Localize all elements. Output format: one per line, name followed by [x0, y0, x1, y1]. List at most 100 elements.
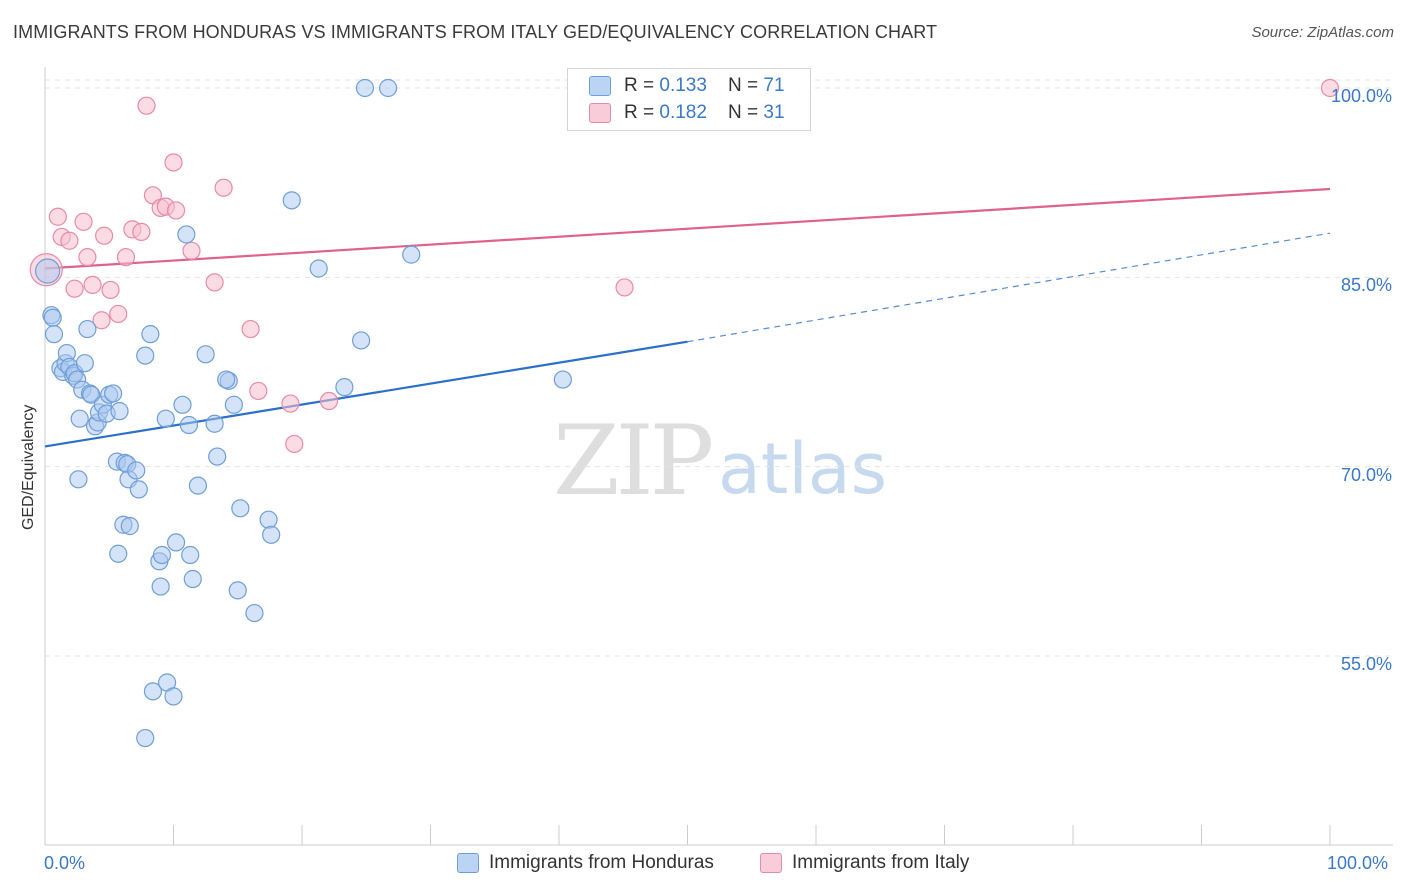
italy-point — [101, 280, 120, 300]
italy-point — [48, 207, 67, 226]
data-points — [29, 78, 1340, 748]
honduras-point — [259, 510, 278, 529]
honduras-point — [262, 525, 281, 544]
honduras-point — [196, 345, 215, 364]
axes — [44, 67, 1393, 846]
honduras-point — [104, 384, 123, 403]
legend-item-italy[interactable]: Immigrants from Italy — [760, 852, 969, 874]
honduras-trend-extrapolated — [687, 232, 1331, 343]
legend-italy-swatch — [760, 853, 782, 873]
honduras-point — [282, 191, 301, 210]
honduras-point — [151, 577, 170, 596]
italy-point — [74, 212, 93, 231]
stats-row-honduras: R = 0.133 N = 71 — [589, 73, 785, 99]
italy-point — [137, 96, 156, 115]
italy-point — [241, 319, 260, 339]
honduras-point — [120, 516, 139, 536]
italy-point — [166, 201, 186, 220]
honduras-trend-line — [44, 340, 688, 448]
legend-item-honduras[interactable]: Immigrants from Honduras — [457, 852, 714, 874]
italy-point — [281, 394, 300, 413]
honduras-point — [553, 370, 572, 389]
italy-point — [214, 178, 233, 197]
honduras-point — [152, 545, 172, 565]
honduras-point — [110, 402, 129, 421]
honduras-point — [34, 258, 61, 284]
italy-point — [92, 311, 111, 330]
honduras-point — [173, 395, 192, 414]
italy-point — [319, 391, 339, 411]
italy-point — [1320, 78, 1340, 98]
honduras-point — [231, 499, 250, 518]
legend-honduras-swatch — [457, 853, 479, 873]
italy-point — [65, 279, 84, 298]
italy-point — [182, 241, 201, 260]
y-tick-label: 55.0% — [1340, 654, 1392, 674]
honduras-n-value: 71 — [763, 75, 785, 96]
italy-point — [132, 222, 151, 241]
honduras-point — [166, 533, 186, 552]
x-tick-label-max: 100.0% — [1327, 853, 1389, 873]
italy-point — [60, 231, 79, 250]
honduras-point — [378, 78, 398, 98]
honduras-point — [70, 409, 89, 428]
honduras-point — [164, 687, 183, 706]
watermark-zip: ZIP — [553, 405, 714, 517]
y-tick-label: 70.0% — [1340, 464, 1392, 485]
italy-n-label: N = — [728, 102, 764, 123]
grid-lines — [45, 79, 1393, 657]
legend-honduras-label: Immigrants from Honduras — [489, 852, 714, 873]
honduras-point — [82, 385, 101, 404]
honduras-r-label: R = — [624, 75, 660, 96]
legend-italy-label: Immigrants from Italy — [792, 852, 970, 873]
honduras-point — [205, 414, 224, 433]
honduras-point — [136, 728, 155, 748]
honduras-point — [208, 447, 227, 466]
honduras-point — [75, 354, 94, 373]
honduras-point — [156, 409, 175, 428]
italy-point — [109, 304, 128, 324]
honduras-r-value: 0.133 — [659, 75, 707, 96]
honduras-point — [183, 569, 202, 589]
italy-point — [205, 273, 224, 292]
chart-title: IMMIGRANTS FROM HONDURAS VS IMMIGRANTS F… — [13, 22, 938, 42]
honduras-point — [127, 461, 146, 480]
honduras-swatch — [589, 76, 611, 96]
italy-r-label: R = — [624, 102, 660, 123]
honduras-point — [43, 308, 62, 327]
italy-swatch — [589, 103, 611, 123]
italy-r-value: 0.182 — [659, 102, 707, 123]
italy-n-value: 31 — [763, 102, 785, 123]
y-axis-label: GED/Equivalency — [20, 404, 37, 530]
honduras-point — [309, 259, 328, 278]
y-tick-label: 85.0% — [1340, 275, 1392, 296]
italy-point — [116, 248, 136, 267]
italy-point — [285, 434, 304, 454]
honduras-point — [141, 325, 160, 344]
watermark-atlas: atlas — [718, 428, 888, 510]
honduras-point — [181, 545, 200, 565]
italy-point — [83, 275, 102, 295]
honduras-point — [355, 78, 375, 98]
italy-point — [78, 248, 97, 267]
honduras-point — [177, 225, 196, 244]
stats-box: R = 0.133 N = 71 R = 0.182 N = 31 — [567, 68, 811, 131]
honduras-n-label: N = — [728, 75, 764, 96]
honduras-point — [224, 395, 243, 414]
honduras-point — [402, 245, 421, 264]
honduras-point — [136, 346, 155, 365]
honduras-point — [44, 325, 64, 344]
honduras-point — [109, 544, 128, 563]
stats-row-italy: R = 0.182 N = 31 — [589, 100, 785, 126]
honduras-point — [217, 370, 236, 389]
italy-point — [164, 153, 183, 172]
honduras-point — [69, 470, 88, 489]
honduras-point — [129, 480, 148, 499]
honduras-point — [179, 415, 199, 435]
honduras-point — [78, 319, 97, 339]
honduras-point — [228, 581, 247, 600]
source-label: Source: ZipAtlas.com — [1251, 24, 1394, 41]
honduras-point — [335, 378, 354, 397]
y-tick-label: 100.0% — [1330, 86, 1392, 106]
